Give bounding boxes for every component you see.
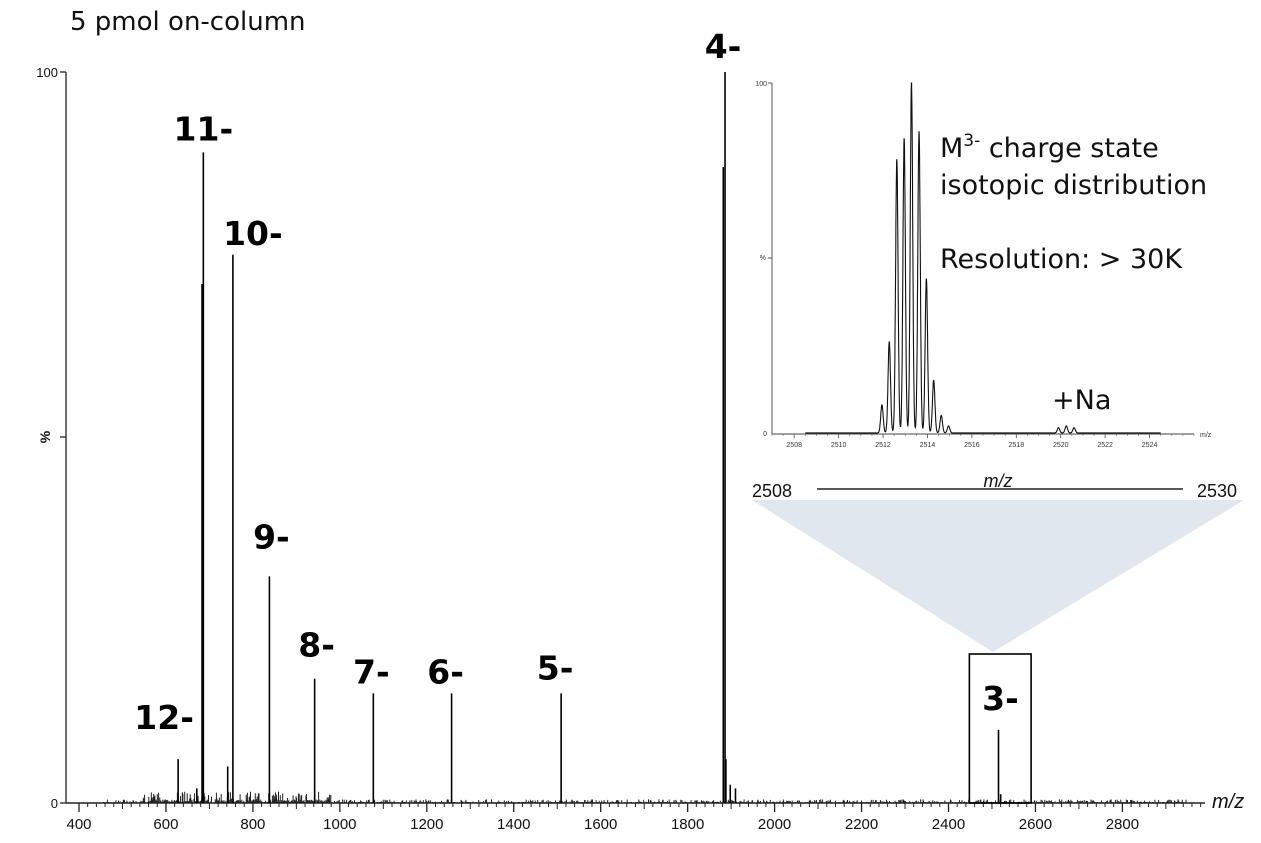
highlight-box-3minus — [968, 653, 1032, 804]
peak-label-4minus: 4- — [705, 27, 742, 66]
inset-x-tick-label: 2524 — [1142, 442, 1158, 449]
x-tick-label: 600 — [153, 816, 178, 833]
inset-note-line2: isotopic distribution — [940, 170, 1207, 201]
inset-y-tick-0: 0 — [763, 431, 767, 438]
x-tick-label: 400 — [66, 816, 91, 833]
note-charge-state: charge state — [980, 133, 1158, 164]
inset-note-line1: M3- charge state — [940, 131, 1159, 164]
baseline-noise — [100, 791, 1188, 803]
range-min-label: 2508 — [752, 481, 792, 501]
zoom-range: 2508 2530 m/z — [752, 471, 1237, 501]
inset-x-tick-label: 2516 — [964, 442, 980, 449]
x-tick-label: 1800 — [671, 816, 704, 833]
peak-label-6minus: 6- — [427, 652, 464, 691]
peak-label-5minus: 5- — [537, 648, 574, 687]
inset-y-label: % — [760, 255, 766, 262]
inset-isotope-trace — [805, 82, 1161, 434]
peak-label-11minus: 11- — [174, 109, 234, 148]
inset-note-resolution: Resolution: > 30K — [940, 244, 1183, 275]
inset-x-tick-label: 2512 — [875, 442, 891, 449]
peak-label-3minus: 3- — [982, 679, 1019, 718]
y-tick-label-0: 0 — [51, 796, 58, 811]
inset-x-tick-label: 2520 — [1053, 442, 1069, 449]
inset-x-tick-label: 2522 — [1097, 442, 1113, 449]
peak-label-10minus: 10- — [223, 214, 283, 253]
peak-labels: 12- 11- 10- 9- 8- 7- 6- 5- 4- 3- — [134, 27, 1019, 737]
inset-x-ticks: 2508 2510 2512 2514 2516 2518 2520 2522 2524 — [771, 434, 1195, 449]
y-axis-label: % — [37, 430, 53, 443]
x-tick-label: 2800 — [1106, 816, 1139, 833]
range-axis-label: m/z — [984, 471, 1013, 491]
inset-x-tick-label: 2514 — [920, 442, 936, 449]
inset-x-label: m/z — [1200, 432, 1212, 439]
x-tick-label: 800 — [240, 816, 265, 833]
range-max-label: 2530 — [1197, 481, 1237, 501]
peak-label-7minus: 7- — [353, 652, 390, 691]
x-tick-label: 1000 — [323, 816, 356, 833]
x-ticks: 400 600 800 1000 1200 1400 1600 1800 2000 2200 240… — [66, 803, 1202, 833]
inset-x-tick-label: 2508 — [786, 442, 802, 449]
noise-trace — [100, 791, 1188, 803]
chart-subtitle: 5 pmol on-column — [70, 7, 306, 37]
peak-label-9minus: 9- — [253, 517, 290, 556]
y-tick-label-100: 100 — [36, 65, 58, 80]
note-m: M — [940, 133, 963, 164]
inset-x-tick-label: 2510 — [831, 442, 847, 449]
x-tick-label: 2200 — [845, 816, 878, 833]
x-tick-label: 2400 — [932, 816, 965, 833]
x-tick-label: 2600 — [1019, 816, 1052, 833]
note-superscript: 3- — [963, 131, 980, 151]
x-tick-label: 1600 — [584, 816, 617, 833]
inset-y-tick-100: 100 — [755, 81, 767, 88]
peak-label-12minus: 12- — [134, 698, 194, 737]
peak-label-8minus: 8- — [298, 626, 335, 665]
x-tick-label: 1400 — [497, 816, 530, 833]
inset-x-tick-label: 2518 — [1009, 442, 1025, 449]
main-peaks — [177, 72, 1002, 803]
zoom-wedge — [752, 500, 1244, 652]
x-axis-label: m/z — [1212, 791, 1244, 813]
x-tick-label: 1200 — [410, 816, 443, 833]
x-tick-label: 2000 — [758, 816, 791, 833]
inset-annotation-na: +Na — [1052, 385, 1111, 416]
